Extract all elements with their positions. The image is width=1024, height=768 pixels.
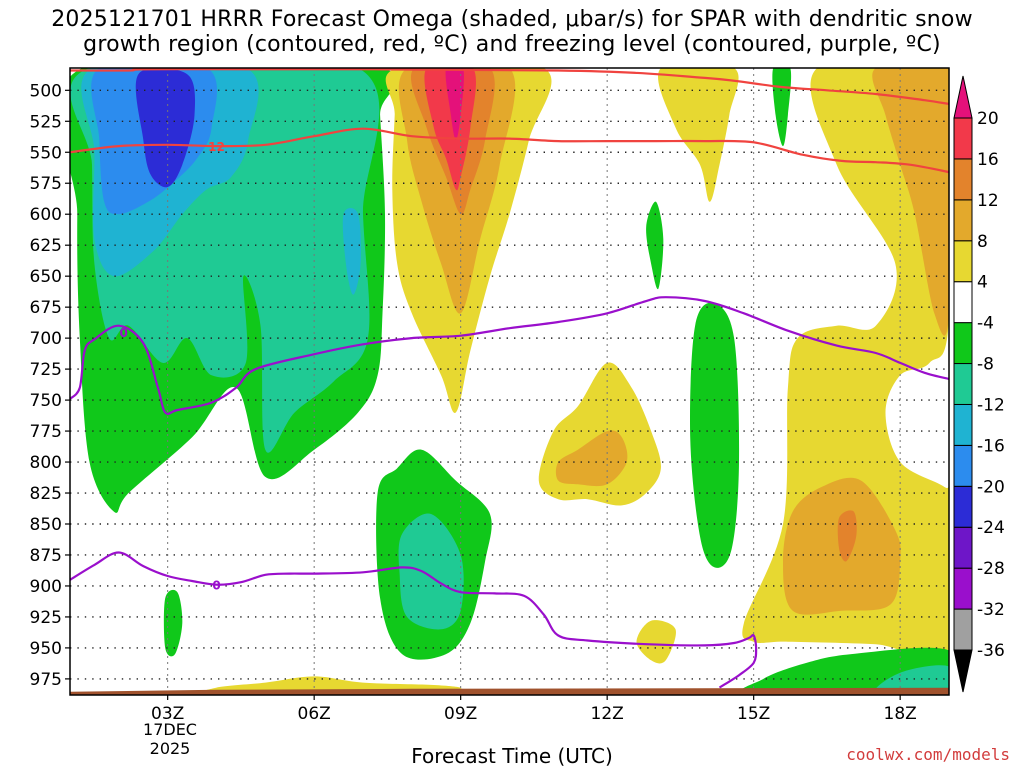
y-tick-label-975: 975 [30, 670, 62, 690]
y-tick-label-625: 625 [30, 236, 62, 256]
colorbar-tick-label--20: -20 [977, 477, 1005, 497]
dendritic-contour-0 [70, 127, 949, 174]
colorbar-tick-label--32: -32 [977, 600, 1005, 620]
colorbar-swatch--4 [953, 281, 973, 324]
y-tick-label-525: 525 [30, 112, 62, 132]
colorbar-swatch-8 [953, 199, 973, 242]
colorbar-swatch-4 [953, 240, 973, 283]
y-tick-label-675: 675 [30, 298, 62, 318]
y-tick-label-850: 850 [30, 515, 62, 535]
colorbar-tick-label-20: 20 [977, 109, 999, 129]
omega-region-teal-bottom-right [873, 665, 949, 695]
chart-title-line2: growth region (contoured, red, ºC) and f… [83, 32, 941, 57]
freezing-level-contour-label-0: 0 [120, 326, 128, 340]
x-tick-label-06Z: 06Z [298, 704, 331, 724]
y-tick-label-900: 900 [30, 577, 62, 597]
y-tick-label-650: 650 [30, 267, 62, 287]
y-tick-label-600: 600 [30, 205, 62, 225]
terrain-fill [70, 687, 949, 695]
plot-frame [69, 67, 950, 696]
omega-region-orange-right-spot [837, 510, 857, 562]
colorbar-swatch-12 [953, 158, 973, 201]
colorbar-swatch-16 [953, 117, 973, 160]
y-tick-label-950: 950 [30, 639, 62, 659]
colorbar-swatch--32 [953, 567, 973, 610]
y-tick-label-500: 500 [30, 81, 62, 101]
contour-lines: 12 0 0 [70, 68, 949, 689]
colorbar-swatch--8 [953, 322, 973, 365]
y-tick-label-575: 575 [30, 174, 62, 194]
colorbar-tick-label--12: -12 [977, 395, 1005, 415]
colorbar-tick-label--24: -24 [977, 518, 1005, 538]
omega-region-blue-dark-area [135, 68, 196, 188]
colorbar-tick-label--36: -36 [977, 641, 1005, 661]
terrain-layer [70, 687, 949, 695]
colorbar-over-arrow [953, 75, 973, 119]
omega-region-yellow-small-bottom [636, 620, 676, 664]
colorbar-swatch--16 [953, 403, 973, 446]
dendritic-contour-label-0: 12 [208, 140, 225, 154]
omega-region-green-small-left [163, 589, 183, 657]
omega-region-amber-center-mid [555, 430, 628, 487]
colorbar-tick-label--28: -28 [977, 559, 1005, 579]
y-tick-label-700: 700 [30, 329, 62, 349]
freezing-level-contour-1 [70, 551, 758, 689]
colorbar-swatch--20 [953, 444, 973, 487]
omega-region-cyan-spot [342, 208, 361, 295]
omega-shading [70, 68, 949, 695]
x-tick-label-03Z: 03Z [151, 704, 184, 724]
dendritic-contour-1 [70, 68, 949, 105]
colorbar-tick-label--4: -4 [977, 314, 994, 334]
y-tick-label-800: 800 [30, 453, 62, 473]
colorbar: -36 -32 -28 -24 -20 -16 -12 -8 -4 4 8 12 16 20 [953, 75, 1005, 693]
colorbar-swatch--36 [953, 608, 973, 651]
x-axis-date-label: 17DEC 2025 [140, 720, 200, 758]
x-axis: 03Z 06Z 09Z 12Z 15Z 18Z [151, 695, 917, 724]
colorbar-swatch--28 [953, 526, 973, 569]
x-tick-label-18Z: 18Z [884, 704, 917, 724]
omega-region-yellow-top-center-right [658, 68, 739, 202]
y-tick-label-875: 875 [30, 546, 62, 566]
x-tick-label-15Z: 15Z [737, 704, 770, 724]
freezing-level-contour-0 [70, 296, 949, 416]
omega-region-teal-lower-blob [398, 513, 464, 630]
y-tick-label-750: 750 [30, 391, 62, 411]
x-tick-label-09Z: 09Z [444, 704, 477, 724]
colorbar-swatch--24 [953, 485, 973, 528]
x-axis-title: Forecast Time (UTC) [411, 744, 613, 768]
x-axis-date: 17DEC [143, 720, 197, 739]
colorbar-tick-label-16: 16 [977, 150, 999, 170]
y-tick-label-925: 925 [30, 608, 62, 628]
colorbar-tick-label-4: 4 [977, 273, 988, 293]
omega-region-green-mid-column [690, 302, 740, 568]
colorbar-under-arrow [953, 649, 973, 693]
colorbar-tick-label-12: 12 [977, 191, 999, 211]
colorbar-tick-label--8: -8 [977, 355, 994, 375]
credit-text: coolwx.com/models [846, 745, 1010, 764]
omega-region-red-top-center [424, 68, 476, 191]
y-tick-label-825: 825 [30, 484, 62, 504]
x-axis-year: 2025 [149, 739, 191, 758]
chart-title-line1: 2025121701 HRRR Forecast Omega (shaded, … [51, 7, 973, 32]
omega-region-amber-right-top [872, 68, 949, 336]
colorbar-swatch--12 [953, 363, 973, 405]
freezing-level-contour-label-1: 0 [212, 579, 220, 593]
y-tick-label-775: 775 [30, 422, 62, 442]
y-axis: 500 525 550 575 600 625 650 675 700 725 750 775 800 8… [30, 81, 70, 690]
x-tick-label-12Z: 12Z [591, 704, 624, 724]
y-tick-label-550: 550 [30, 143, 62, 163]
colorbar-tick-label--16: -16 [977, 436, 1005, 456]
y-tick-label-725: 725 [30, 360, 62, 380]
colorbar-tick-label-8: 8 [977, 232, 988, 252]
grid-lines [70, 68, 949, 695]
omega-region-magenta-top-center [445, 68, 464, 140]
